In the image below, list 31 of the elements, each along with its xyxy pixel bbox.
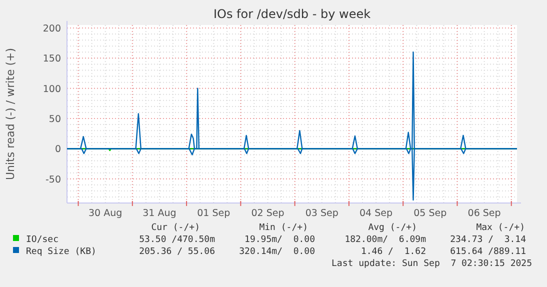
legend-label: IO/sec [26,235,59,245]
text: 205.36 / 55.06 [139,247,215,257]
text: Max (-/+) [476,223,525,233]
y-tick-label: -50 [45,174,61,186]
x-tick-label: 01 Sep [197,208,230,219]
chart-title: IOs for /dev/sdb - by week [213,7,371,21]
y-tick-label: 100 [42,84,61,95]
x-tick-label: 05 Sep [414,208,447,219]
text: 53.50 /470.50m [139,235,215,245]
y-tick-label: 0 [54,144,61,156]
y-tick-label: 200 [42,24,61,35]
text: Cur (-/+) [151,223,200,233]
x-tick-label: 03 Sep [305,208,338,219]
text: 182.00m/ 6.09m [344,235,426,245]
text: Avg (-/+) [368,223,417,233]
text: Last update: Sun Sep 7 02:30:15 2025 [332,259,532,269]
y-axis-title: Units read (-) / write (+) [4,48,17,180]
x-tick-label: 31 Aug [142,208,176,219]
x-tick-label: 04 Sep [360,208,393,219]
text: 320.14m/ 0.00 [239,247,315,257]
text: 19.95m/ 0.00 [244,235,315,245]
text: 615.64 /889.11 [450,247,526,257]
x-tick-label: 30 Aug [88,208,122,219]
y-tick-label: 150 [42,54,61,65]
x-tick-label: 06 Sep [468,208,501,219]
y-tick-label: 50 [48,114,61,126]
x-tick-label: 02 Sep [251,208,284,219]
text: 234.73 / 3.14 [450,235,526,245]
text: 1.46 / 1.62 [360,247,426,257]
text: Min (-/+) [259,223,308,233]
legend-label: Req Size (KB) [26,247,96,257]
